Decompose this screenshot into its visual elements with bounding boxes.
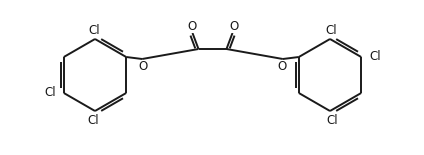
Text: Cl: Cl bbox=[325, 24, 337, 36]
Text: Cl: Cl bbox=[326, 113, 338, 126]
Text: Cl: Cl bbox=[87, 113, 99, 126]
Text: O: O bbox=[187, 20, 196, 33]
Text: Cl: Cl bbox=[44, 86, 56, 100]
Text: Cl: Cl bbox=[88, 24, 100, 36]
Text: O: O bbox=[229, 20, 238, 33]
Text: O: O bbox=[277, 60, 287, 73]
Text: Cl: Cl bbox=[369, 51, 381, 64]
Text: O: O bbox=[139, 60, 148, 73]
